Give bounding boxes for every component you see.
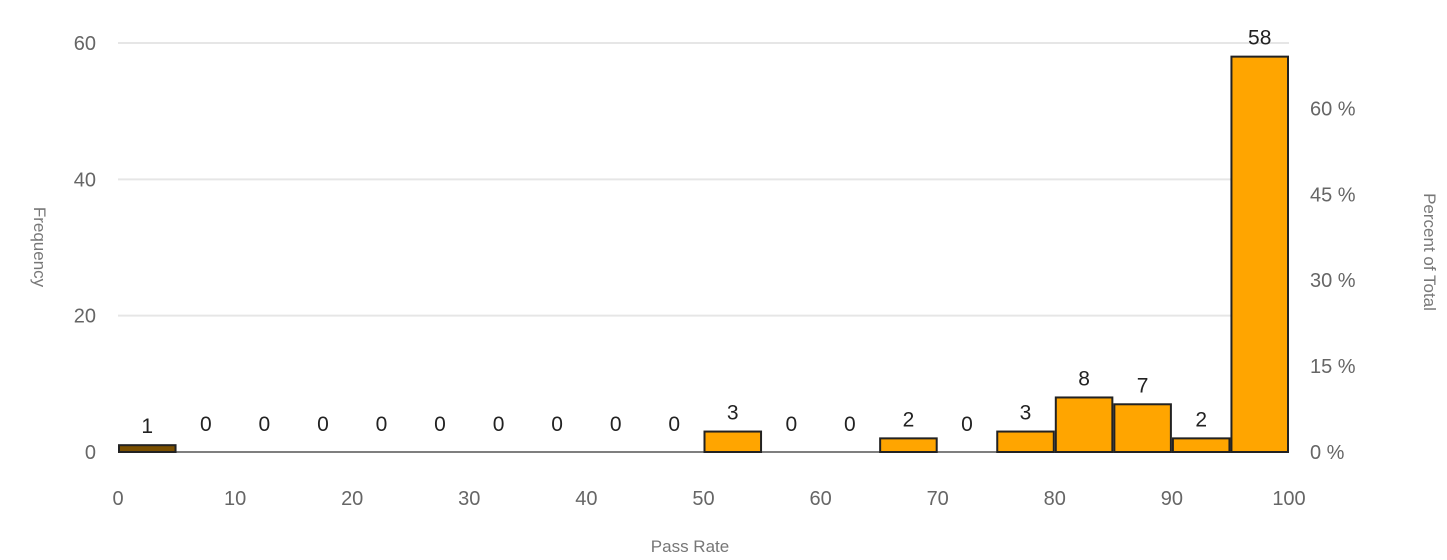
bar-data-label: 7 [1137, 374, 1149, 397]
histogram-bar [1054, 396, 1114, 454]
y2-tick-label: 45 % [1310, 184, 1356, 206]
bar-data-label: 8 [1078, 367, 1090, 390]
bar-data-label: 3 [727, 402, 739, 425]
y2-axis-title: Percent of Total [1420, 193, 1439, 311]
gridlines [118, 42, 1289, 453]
bar-data-label: 58 [1248, 27, 1271, 50]
x-axis-ticks: 0 10 20 30 40 50 60 70 80 90 100 [112, 488, 1305, 510]
histogram-bar [118, 444, 177, 453]
y-tick-label: 20 [74, 306, 96, 328]
x-tick-label: 60 [809, 488, 831, 510]
bar-data-label: 2 [1195, 408, 1207, 431]
bar-data-label: 0 [785, 413, 797, 436]
x-tick-label: 50 [692, 488, 714, 510]
histogram-bar [1230, 55, 1289, 454]
bar-data-label: 0 [844, 413, 856, 436]
bar-data-label: 0 [961, 413, 973, 436]
histogram-bar [703, 430, 763, 453]
x-tick-label: 100 [1272, 488, 1305, 510]
bar-data-label: 0 [376, 413, 388, 436]
y-tick-label: 40 [74, 169, 96, 191]
x-tick-label: 90 [1161, 488, 1183, 510]
y2-tick-label: 60 % [1310, 98, 1356, 120]
x-tick-label: 30 [458, 488, 480, 510]
x-tick-label: 0 [112, 488, 123, 510]
data-labels: 1 0 0 0 0 0 0 0 0 0 3 0 0 2 0 3 8 7 2 58 [141, 27, 1271, 439]
y-axis-title: Frequency [30, 207, 49, 288]
bars [118, 55, 1289, 454]
x-tick-label: 20 [341, 488, 363, 510]
y2-tick-label: 0 % [1310, 442, 1345, 464]
y2-axis-ticks: 0 % 15 % 30 % 45 % 60 % [1310, 98, 1356, 464]
x-tick-label: 40 [575, 488, 597, 510]
bar-data-label: 3 [1020, 402, 1032, 425]
y-axis-ticks: 0 20 40 60 [74, 33, 96, 464]
x-tick-label: 70 [927, 488, 949, 510]
bar-data-label: 0 [493, 413, 505, 436]
x-tick-label: 10 [224, 488, 246, 510]
bar-data-label: 1 [141, 415, 153, 438]
bar-data-label: 0 [668, 413, 680, 436]
bar-data-label: 0 [434, 413, 446, 436]
y-tick-label: 0 [85, 442, 96, 464]
histogram-bar [1171, 437, 1231, 454]
histogram-bar [1113, 403, 1172, 453]
x-axis-title: Pass Rate [651, 537, 729, 556]
bar-data-label: 0 [610, 413, 622, 436]
x-tick-label: 80 [1044, 488, 1066, 510]
histogram-bar [879, 437, 938, 454]
bar-data-label: 0 [259, 413, 271, 436]
bar-data-label: 2 [903, 408, 915, 431]
histogram-bar [996, 430, 1055, 453]
y-tick-label: 60 [74, 33, 96, 55]
y2-tick-label: 15 % [1310, 356, 1356, 378]
y2-tick-label: 30 % [1310, 270, 1356, 292]
bar-data-label: 0 [551, 413, 563, 436]
bar-data-label: 0 [317, 413, 329, 436]
bar-data-label: 0 [200, 413, 212, 436]
